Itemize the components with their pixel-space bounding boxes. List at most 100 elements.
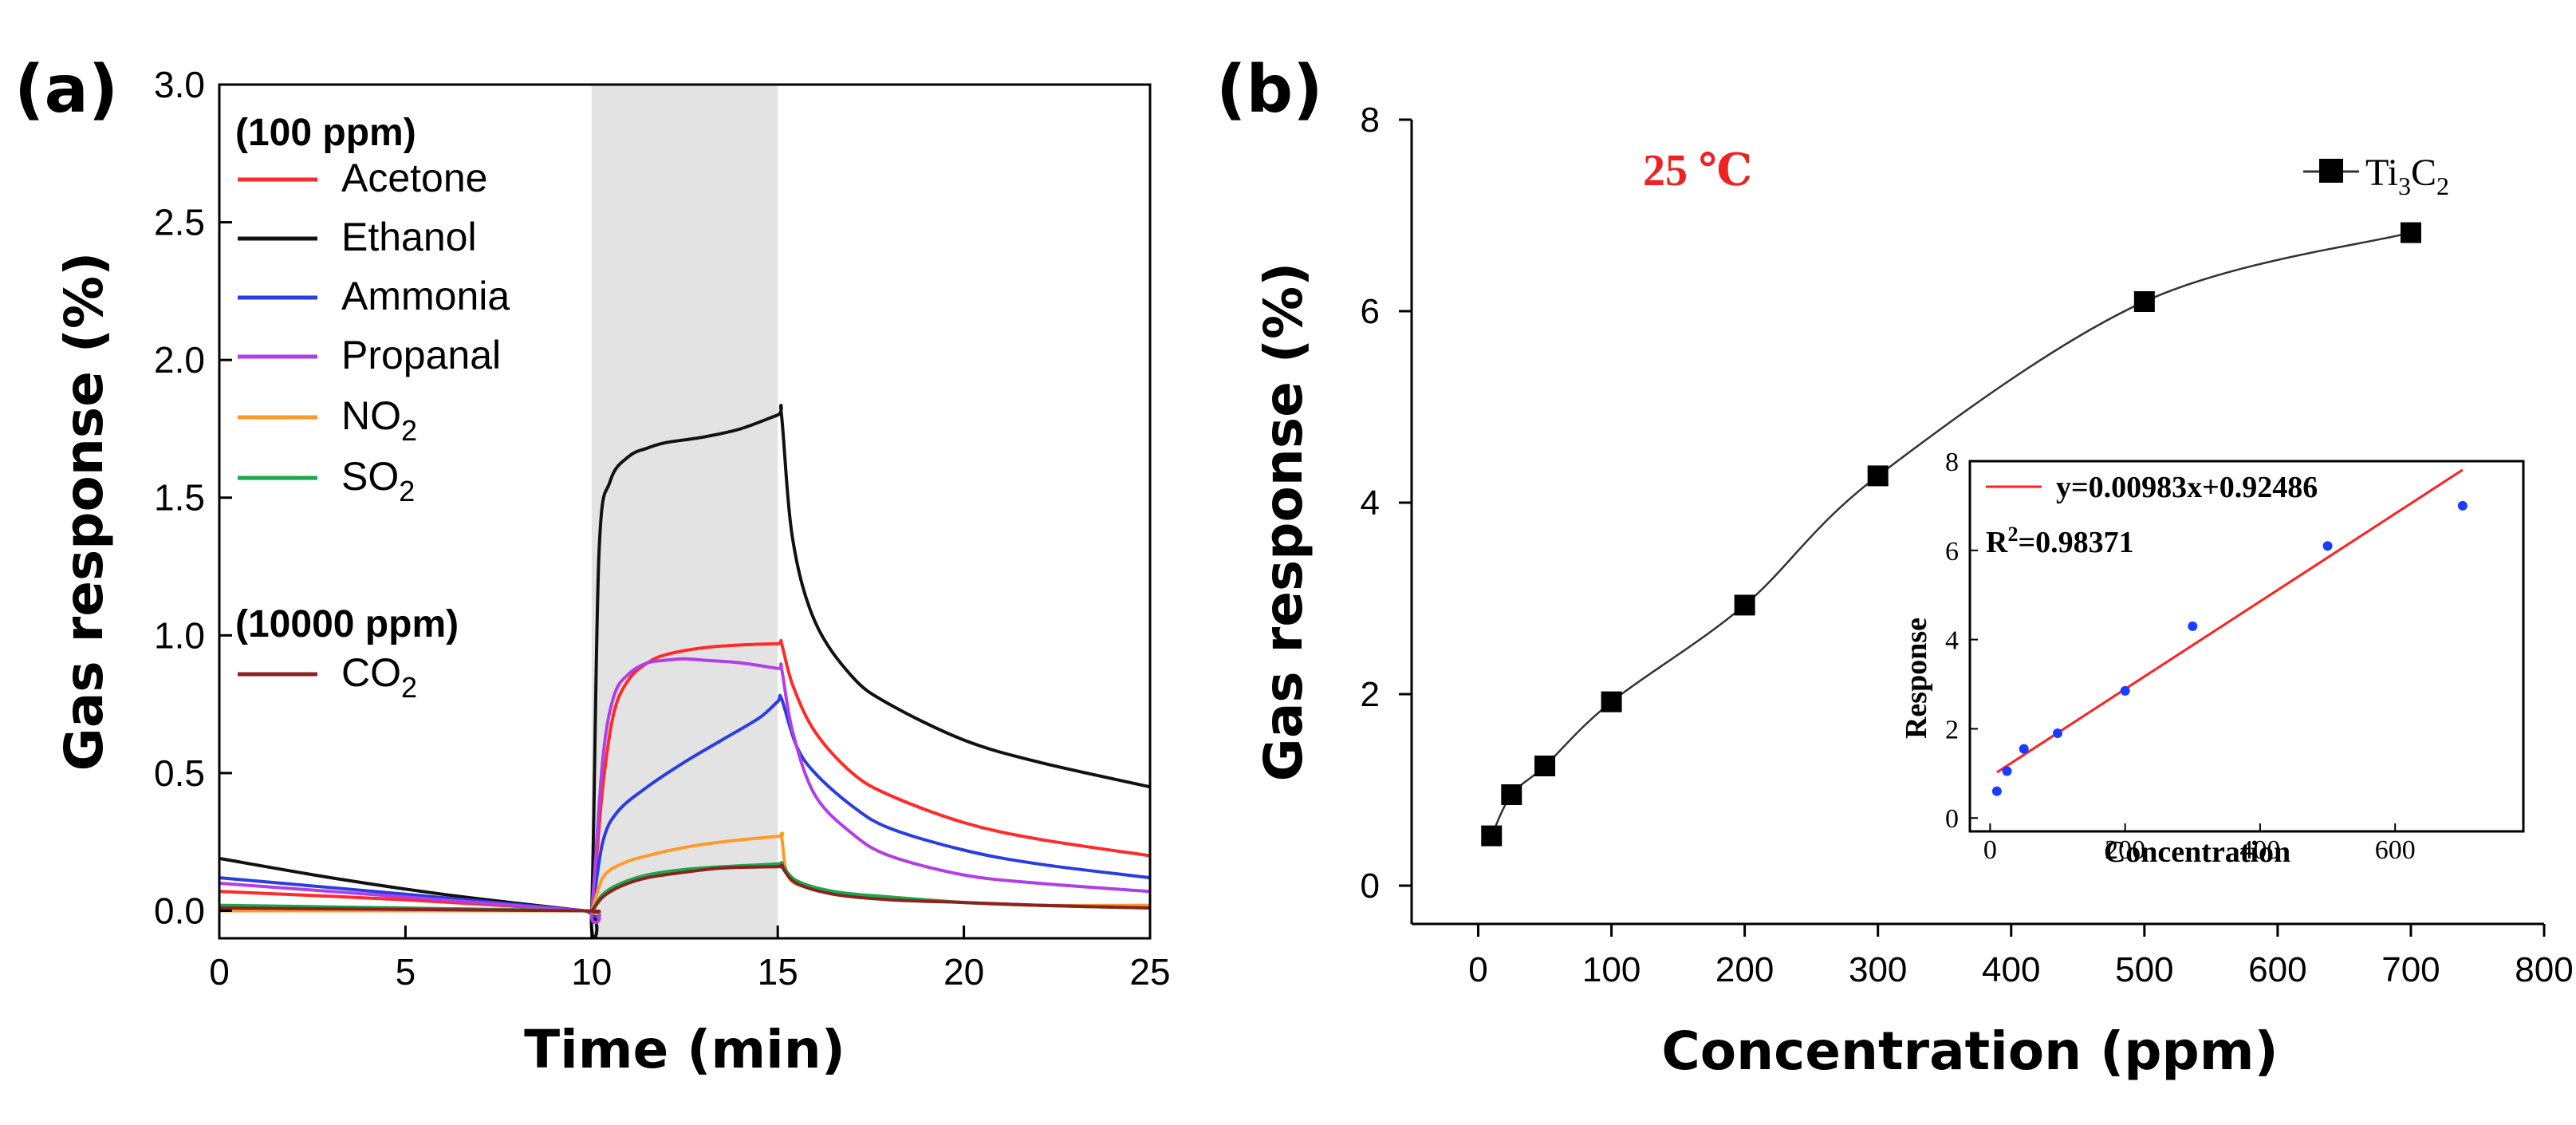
x-tick-label: 600	[2248, 950, 2306, 989]
x-tick-label: 100	[1582, 950, 1641, 989]
data-point	[2400, 222, 2421, 243]
x-tick-label: 20	[943, 951, 984, 993]
panel-b-legend: Ti3C2	[2303, 152, 2449, 200]
legend-label-subscript: 2	[401, 671, 417, 704]
y-tick-label: 0.0	[154, 890, 205, 931]
inset-fit-line	[1996, 468, 2464, 774]
x-tick-label: 5	[396, 951, 416, 993]
data-point	[1501, 784, 1522, 805]
legend-label-text: Acetone	[341, 156, 487, 200]
legend-label-acetone: Acetone	[341, 156, 487, 200]
inset-y-axis-title: Response	[1900, 618, 1933, 739]
legend-label-subscript: 2	[401, 414, 417, 447]
legend-header-10000ppm: (10000 ppm)	[235, 603, 459, 645]
x-tick-label: 200	[1715, 950, 1774, 989]
legend-label-no2: NO2	[341, 393, 417, 447]
x-tick-label: 400	[1982, 950, 2040, 989]
legend-label-c: C	[2411, 152, 2436, 194]
panel-a-legend: (100 ppm) (10000 ppm) Acetone Ethanol Ammo…	[235, 112, 510, 704]
inset-r-squared: R2=0.98371	[1986, 523, 2134, 559]
legend-label-text: SO	[341, 454, 399, 499]
inset-y-tick-label: 2	[1945, 715, 1959, 744]
inset-x-ticks: 0 200 400 600	[1983, 823, 2416, 865]
panel-a-x-axis-title: Time (min)	[524, 1019, 845, 1080]
inset-fit-equation: y=0.00983x+0.92486	[2056, 471, 2318, 504]
data-point	[1534, 756, 1556, 776]
panel-b-x-axis-title: Concentration (ppm)	[1661, 1020, 2278, 1082]
series-line-propanal	[219, 657, 1151, 925]
inset-y-tick-label: 8	[1945, 448, 1959, 477]
legend-label-so2: SO2	[341, 454, 415, 507]
panel-a-series-group	[219, 404, 1151, 940]
inset-data-point	[2120, 685, 2130, 696]
legend-label-ti3c2: Ti3C2	[2365, 152, 2449, 200]
inset-data-point	[2053, 728, 2063, 739]
inset-y-tick-label: 0	[1945, 804, 1959, 834]
x-tick-label: 0	[209, 951, 230, 993]
legend-header-100ppm: (100 ppm)	[235, 112, 416, 154]
legend-sub-2: 2	[2436, 172, 2449, 200]
panel-a-x-ticks: 0 5 10 15 20 25	[209, 926, 1171, 993]
y-tick-label: 1.0	[154, 614, 205, 656]
x-tick-label: 10	[571, 951, 612, 993]
data-point	[2133, 291, 2155, 312]
y-tick-label: 3.0	[154, 64, 205, 105]
inset-data-point	[2188, 621, 2198, 631]
panel-b-y-ticks: 0 2 4 6 8	[1361, 101, 1412, 906]
inset-data-point	[1991, 786, 2002, 796]
inset-r2-value: =0.98371	[2018, 526, 2133, 559]
inset-x-tick-label: 0	[1983, 835, 1997, 865]
inset-r2-prefix: R	[1986, 526, 2008, 559]
x-tick-label: 25	[1129, 951, 1170, 993]
panel-a: (a) 0 5 10 15 20 25 0.0 0.5 1.0 1.5 2.0 2.5 3.0 Tim…	[14, 52, 1171, 1080]
inset-x-tick-label: 400	[2239, 835, 2280, 865]
inset-data-point	[2322, 541, 2333, 551]
shaded-injection-region	[591, 85, 778, 938]
temperature-label: 25 ℃	[1643, 146, 1752, 195]
legend-label-ammonia: Ammonia	[341, 274, 510, 318]
inset-data-points	[1991, 500, 2468, 796]
legend-sub-3: 3	[2398, 172, 2411, 200]
legend-label-text: NO	[341, 393, 401, 438]
x-tick-label: 0	[1468, 950, 1487, 989]
panel-b-x-ticks: 0 100 200 300 400 500 600 700 800	[1468, 924, 2574, 989]
legend-label-text: Ethanol	[341, 215, 477, 259]
legend-marker-ti3c2	[2319, 159, 2343, 183]
panel-b-label: (b)	[1216, 52, 1323, 128]
legend-label-ti: Ti	[2365, 152, 2398, 194]
inset-data-point	[2002, 766, 2012, 776]
data-point	[1734, 594, 1755, 616]
panel-b-axes	[1410, 120, 2544, 926]
y-tick-label: 4	[1361, 484, 1380, 523]
inset-x-axis-title: Concentration	[2104, 835, 2290, 869]
y-tick-label: 2.5	[154, 202, 205, 243]
y-tick-label: 0.5	[154, 752, 205, 794]
y-tick-label: 2.0	[154, 339, 205, 381]
inset-y-ticks: 0 2 4 6 8	[1945, 448, 1978, 834]
y-tick-label: 2	[1361, 675, 1380, 714]
y-tick-label: 1.5	[154, 477, 205, 519]
x-tick-label: 800	[2515, 950, 2573, 989]
y-tick-label: 0	[1361, 866, 1380, 906]
panel-a-plot-frame	[218, 83, 1152, 940]
data-point	[1601, 691, 1622, 712]
panel-a-y-axis-title: Gas response (%)	[53, 252, 115, 772]
legend-label-text: CO	[341, 650, 401, 695]
inset-y-tick-label: 6	[1945, 537, 1959, 566]
data-point	[1481, 825, 1503, 847]
legend-label-ethanol: Ethanol	[341, 215, 477, 259]
legend-label-text: Ammonia	[341, 274, 510, 318]
inset-frame	[1968, 460, 2525, 833]
inset-y-tick-label: 4	[1945, 626, 1959, 656]
y-tick-label: 8	[1361, 101, 1380, 140]
panel-a-label: (a)	[14, 52, 118, 128]
x-tick-label: 500	[2115, 950, 2173, 989]
data-point	[1867, 465, 1889, 487]
legend-label-text: Propanal	[341, 333, 501, 377]
inset-data-point	[2457, 500, 2468, 511]
legend-label-subscript: 2	[399, 475, 415, 507]
